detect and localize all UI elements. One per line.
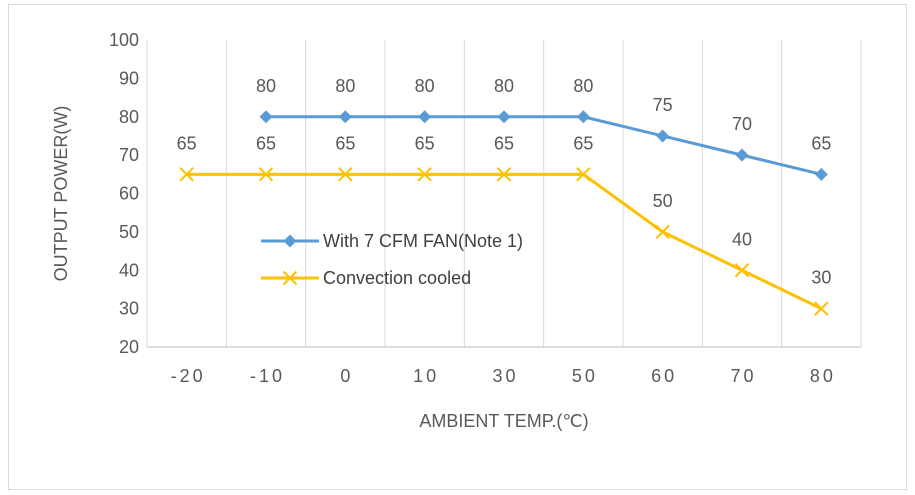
x-tick-label: -20 xyxy=(171,366,206,386)
y-axis-title: OUTPUT POWER(W) xyxy=(51,106,71,282)
diamond-marker xyxy=(656,129,670,143)
data-label: 80 xyxy=(573,76,593,96)
x-marker xyxy=(338,167,353,182)
data-labels: 80 80 80 80 80 75 70 65 65 65 65 65 65 65 50 40 30 xyxy=(177,76,832,288)
x-tick-label: 80 xyxy=(810,366,836,386)
data-label: 65 xyxy=(415,133,435,153)
y-tick-label: 50 xyxy=(119,222,139,242)
series-layer xyxy=(179,110,829,316)
diamond-marker xyxy=(418,110,432,124)
data-label: 65 xyxy=(177,133,197,153)
x-tick-label: 70 xyxy=(730,366,756,386)
diamond-marker xyxy=(283,234,297,248)
x-marker xyxy=(258,167,274,182)
x-tick-label: 0 xyxy=(340,366,353,386)
diamond-marker xyxy=(338,110,352,124)
data-label: 40 xyxy=(732,229,752,249)
x-tick-label: 60 xyxy=(651,366,677,386)
x-marker xyxy=(496,167,512,182)
data-label: 65 xyxy=(573,133,593,153)
data-label: 65 xyxy=(811,133,831,153)
data-label: 75 xyxy=(653,95,673,115)
x-marker xyxy=(179,167,194,182)
x-marker xyxy=(734,263,750,278)
x-marker xyxy=(814,301,829,316)
x-tick-labels: -20 -10 0 10 30 50 60 70 80 xyxy=(171,366,836,386)
y-tick-label: 80 xyxy=(119,107,139,127)
y-tick-label: 60 xyxy=(119,184,139,204)
y-tick-labels: 20 30 40 50 60 70 80 90 100 xyxy=(109,30,139,357)
x-tick-label: 10 xyxy=(413,366,439,386)
y-tick-label: 20 xyxy=(119,337,139,357)
diamond-marker xyxy=(259,110,273,124)
x-tick-label: -10 xyxy=(250,366,285,386)
x-marker xyxy=(282,270,298,286)
data-label: 80 xyxy=(256,76,276,96)
data-label: 30 xyxy=(811,268,831,288)
x-marker xyxy=(417,167,432,182)
series-line xyxy=(266,115,822,176)
x-marker xyxy=(576,167,591,182)
x-marker xyxy=(655,224,670,240)
diamond-marker xyxy=(576,110,590,124)
diamond-marker xyxy=(735,148,749,162)
y-tick-label: 70 xyxy=(119,145,139,165)
y-tick-label: 30 xyxy=(119,299,139,319)
legend-label: Convection cooled xyxy=(323,268,471,288)
diamond-marker xyxy=(497,110,511,124)
data-label: 80 xyxy=(494,76,514,96)
y-tick-label: 40 xyxy=(119,260,139,280)
x-axis-title: AMBIENT TEMP.(℃) xyxy=(419,411,588,431)
data-label: 65 xyxy=(256,133,276,153)
data-label: 65 xyxy=(494,133,514,153)
x-tick-label: 50 xyxy=(572,366,598,386)
legend: With 7 CFM FAN(Note 1) Convection cooled xyxy=(261,231,523,288)
y-tick-label: 90 xyxy=(119,68,139,88)
legend-label: With 7 CFM FAN(Note 1) xyxy=(323,231,523,251)
data-label: 70 xyxy=(732,114,752,134)
data-label: 80 xyxy=(335,76,355,96)
data-label: 50 xyxy=(653,191,673,211)
data-label: 65 xyxy=(335,133,355,153)
data-label: 80 xyxy=(415,76,435,96)
x-tick-label: 30 xyxy=(492,366,518,386)
chart-frame: 20 30 40 50 60 70 80 90 100 -20 -10 0 10 30 50 60 70 80 … xyxy=(8,4,907,490)
y-tick-label: 100 xyxy=(109,30,139,50)
grid-lines xyxy=(146,40,862,347)
diamond-marker xyxy=(814,167,828,181)
